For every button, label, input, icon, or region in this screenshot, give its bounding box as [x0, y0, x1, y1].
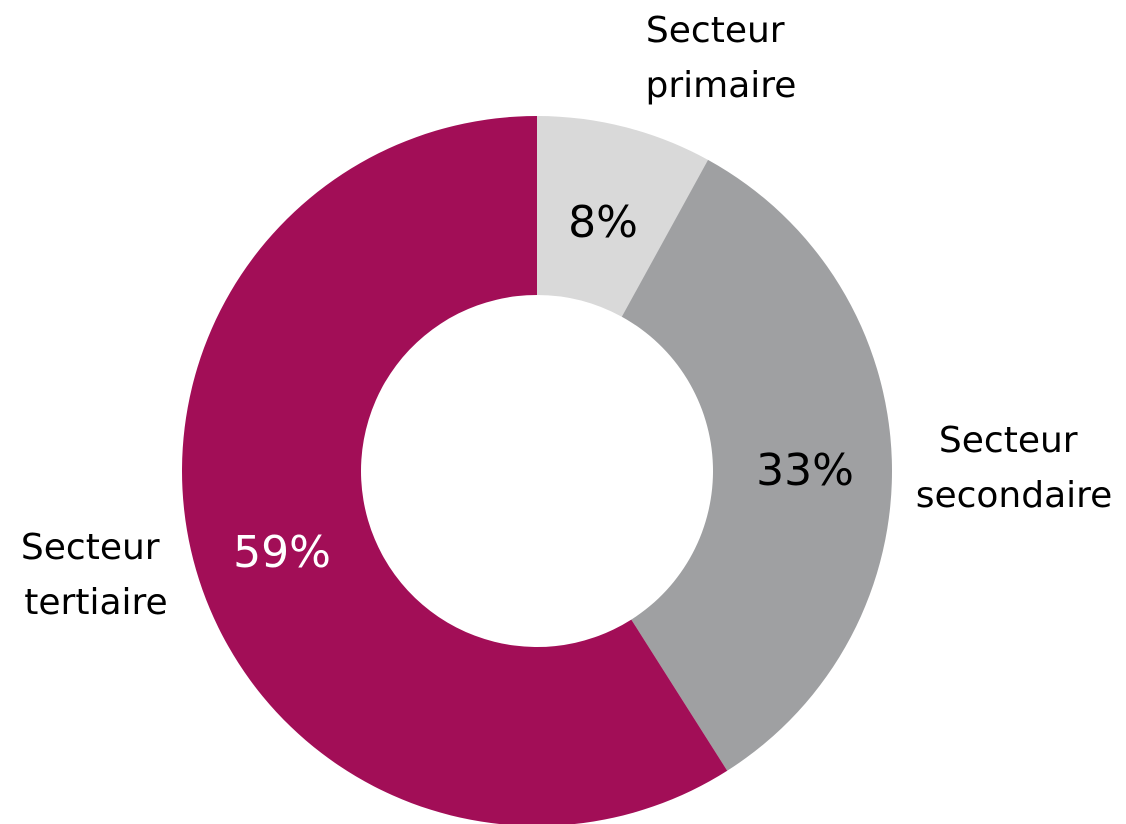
- slice-label-primaire: Secteur primaire: [646, 10, 797, 106]
- slice-label-primaire-line2: primaire: [646, 65, 797, 106]
- slice-label-secondaire-line2: secondaire: [916, 475, 1113, 516]
- slice-label-primaire-line1: Secteur: [646, 10, 785, 51]
- slice-primaire: [537, 116, 709, 317]
- slice-value-secondaire: 33%: [756, 445, 854, 496]
- slice-label-secondaire-line1: Secteur: [939, 420, 1078, 461]
- slice-label-tertiaire-line2: tertiaire: [24, 582, 167, 623]
- slice-tertiaire: [182, 116, 728, 824]
- slice-label-secondaire: Secteur secondaire: [916, 420, 1113, 516]
- slice-value-primaire: 8%: [568, 197, 638, 248]
- slice-secondaire: [621, 159, 892, 771]
- chart-slices: [182, 116, 892, 824]
- slice-label-tertiaire-line1: Secteur: [21, 527, 160, 568]
- slice-label-tertiaire: Secteur tertiaire: [21, 527, 171, 623]
- slice-value-tertiaire: 59%: [233, 527, 331, 578]
